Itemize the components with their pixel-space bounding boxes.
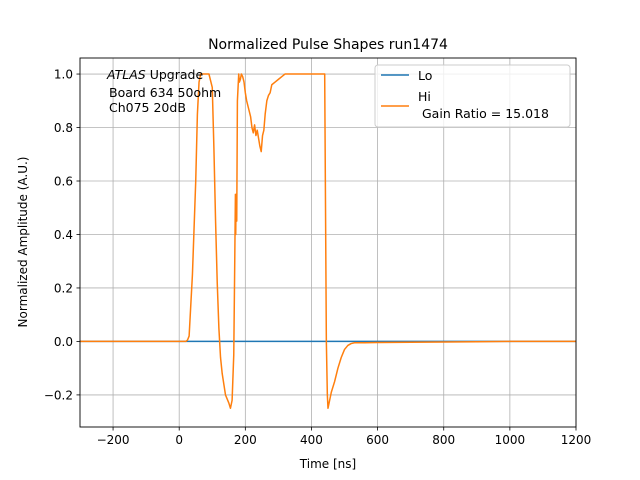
y-tick-label: 0.4 (54, 228, 73, 242)
y-tick-label: 0.6 (54, 175, 73, 189)
y-tick-label: 0.0 (54, 335, 73, 349)
legend-label-gain-ratio: Gain Ratio = 15.018 (422, 106, 549, 121)
x-tick-label: −200 (97, 433, 130, 447)
x-axis-label: Time [ns] (299, 457, 356, 471)
x-tick-label: 0 (175, 433, 183, 447)
annotation-atlas: ATLAS (106, 67, 146, 82)
annotation-line-3: Ch075 20dB (109, 100, 186, 115)
axes-frame (79, 57, 577, 428)
chart-title: Normalized Pulse Shapes run1474 (208, 37, 448, 53)
x-tick-label: 400 (300, 433, 323, 447)
y-axis-label: Normalized Amplitude (A.U.) (16, 157, 30, 328)
legend-label-hi: Hi (418, 89, 431, 104)
legend: Lo Hi Gain Ratio = 15.018 (374, 64, 571, 128)
axis-ticks: −200 0 200 400 600 800 1000 1200 −0.2 0.0 0.2 0.4 0.… (44, 68, 591, 447)
y-tick-label: 0.8 (54, 121, 73, 135)
legend-label-lo: Lo (418, 68, 432, 83)
annotation-upgrade: Upgrade (146, 67, 204, 82)
atlas-annotation: ATLAS Upgrade Board 634 50ohm Ch075 20dB (106, 67, 221, 115)
x-tick-label: 200 (234, 433, 257, 447)
y-tick-label: 0.2 (54, 281, 73, 295)
annotation-line-1: ATLAS Upgrade (106, 67, 203, 82)
x-tick-label: 1000 (495, 433, 526, 447)
series-line-hi (80, 73, 576, 410)
x-tick-label: 800 (432, 433, 455, 447)
legend-box (374, 64, 571, 128)
plot-area (80, 73, 576, 410)
y-tick-label: −0.2 (44, 388, 73, 402)
x-tick-label: 600 (366, 433, 389, 447)
x-tick-label: 1200 (561, 433, 592, 447)
annotation-line-2: Board 634 50ohm (109, 85, 221, 100)
y-tick-label: 1.0 (54, 68, 73, 82)
